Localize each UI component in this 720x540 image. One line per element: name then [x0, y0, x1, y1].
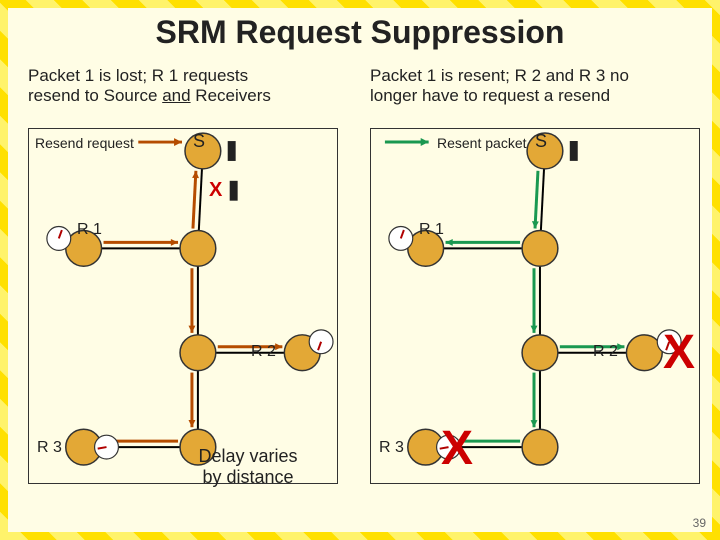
left-caption: Packet 1 is lost; R 1 requests resend to… — [28, 66, 338, 107]
right-diagram-svg — [371, 129, 699, 483]
left-caption-l2b: Receivers — [191, 86, 271, 105]
delay-text: Delay varies by distance — [168, 446, 328, 488]
suppressed-x-r3: X — [441, 421, 473, 476]
delay-l2: by distance — [202, 467, 293, 487]
legend-right: Resent packet — [437, 135, 527, 151]
label-R3-right: R 3 — [379, 439, 404, 457]
legend-left: Resend request — [35, 135, 134, 151]
right-caption-l2: longer have to request a resend — [370, 86, 610, 105]
delay-l1: Delay varies — [198, 446, 297, 466]
label-R3-left: R 3 — [37, 439, 62, 457]
left-panel: Resend request S R 1 R 2 R 3 X — [28, 128, 338, 484]
label-R1-right: R 1 — [419, 221, 444, 239]
slide-area: SRM Request Suppression Packet 1 is lost… — [8, 8, 712, 532]
lost-x-icon: X — [209, 179, 222, 202]
label-R2-right: R 2 — [593, 343, 618, 361]
left-diagram-svg — [29, 129, 337, 483]
label-R2-left: R 2 — [251, 343, 276, 361]
label-S-left: S — [193, 131, 205, 152]
slide-title: SRM Request Suppression — [8, 14, 712, 51]
left-caption-and: and — [162, 86, 190, 105]
right-caption-l1: Packet 1 is resent; R 2 and R 3 no — [370, 66, 629, 85]
page-number: 39 — [693, 516, 706, 530]
suppressed-x-r2: X — [663, 325, 695, 380]
left-caption-l2a: resend to Source — [28, 86, 162, 105]
left-caption-l1: Packet 1 is lost; R 1 requests — [28, 66, 248, 85]
right-caption: Packet 1 is resent; R 2 and R 3 no longe… — [370, 66, 680, 107]
right-panel: Resent packet S R 1 R 2 R 3 X X — [370, 128, 700, 484]
label-R1-left: R 1 — [77, 221, 102, 239]
label-S-right: S — [535, 131, 547, 152]
